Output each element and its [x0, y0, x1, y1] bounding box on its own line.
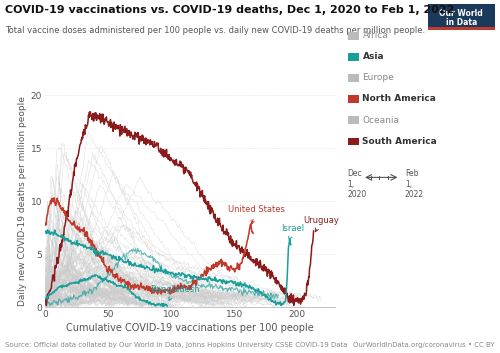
Text: North America: North America — [362, 94, 436, 103]
Text: Dec
1,
2020: Dec 1, 2020 — [348, 169, 367, 199]
Bar — [428, 27, 495, 30]
Text: Feb
1,
2022: Feb 1, 2022 — [405, 169, 424, 199]
Text: Europe: Europe — [362, 73, 394, 82]
Text: United States: United States — [228, 205, 284, 224]
Text: Oceania: Oceania — [362, 115, 400, 125]
Text: in Data: in Data — [446, 18, 477, 27]
X-axis label: Cumulative COVID-19 vaccinations per 100 people: Cumulative COVID-19 vaccinations per 100… — [66, 323, 314, 333]
Text: Asia: Asia — [362, 52, 384, 61]
Text: Africa: Africa — [362, 31, 388, 40]
Text: Uruguay: Uruguay — [304, 216, 340, 232]
Text: Total vaccine doses administered per 100 people vs. daily new COVID-19 deaths pe: Total vaccine doses administered per 100… — [5, 26, 425, 35]
Text: OurWorldInData.org/coronavirus • CC BY: OurWorldInData.org/coronavirus • CC BY — [354, 342, 495, 348]
Y-axis label: Daily new COVID-19 deaths per million people: Daily new COVID-19 deaths per million pe… — [18, 96, 26, 306]
Text: COVID-19 vaccinations vs. COVID-19 deaths, Dec 1, 2020 to Feb 1, 2022: COVID-19 vaccinations vs. COVID-19 death… — [5, 5, 454, 15]
Text: Israel: Israel — [281, 224, 304, 240]
Text: Bangladesh: Bangladesh — [150, 286, 200, 300]
Text: Our World: Our World — [440, 9, 483, 18]
Text: South America: South America — [362, 137, 437, 146]
Text: Source: Official data collated by Our World in Data, Johns Hopkins University CS: Source: Official data collated by Our Wo… — [5, 342, 347, 348]
